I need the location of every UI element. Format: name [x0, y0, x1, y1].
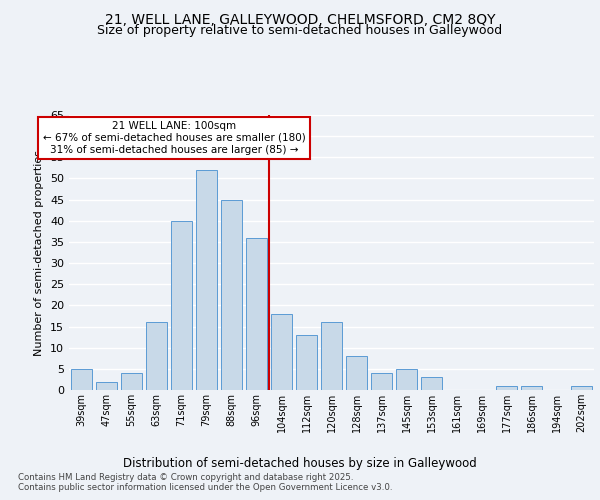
- Bar: [271, 314, 292, 390]
- Bar: [296, 335, 317, 390]
- Text: Contains public sector information licensed under the Open Government Licence v3: Contains public sector information licen…: [18, 482, 392, 492]
- Bar: [146, 322, 167, 390]
- Text: Contains HM Land Registry data © Crown copyright and database right 2025.: Contains HM Land Registry data © Crown c…: [18, 472, 353, 482]
- Text: 21, WELL LANE, GALLEYWOOD, CHELMSFORD, CM2 8QY: 21, WELL LANE, GALLEYWOOD, CHELMSFORD, C…: [105, 12, 495, 26]
- Bar: [421, 378, 442, 390]
- Bar: [96, 382, 117, 390]
- Bar: [121, 373, 142, 390]
- Text: Distribution of semi-detached houses by size in Galleywood: Distribution of semi-detached houses by …: [123, 458, 477, 470]
- Bar: [246, 238, 267, 390]
- Bar: [371, 373, 392, 390]
- Bar: [321, 322, 342, 390]
- Bar: [221, 200, 242, 390]
- Bar: [496, 386, 517, 390]
- Bar: [171, 221, 192, 390]
- Y-axis label: Number of semi-detached properties: Number of semi-detached properties: [34, 150, 44, 356]
- Bar: [571, 386, 592, 390]
- Bar: [196, 170, 217, 390]
- Bar: [71, 369, 92, 390]
- Text: Size of property relative to semi-detached houses in Galleywood: Size of property relative to semi-detach…: [97, 24, 503, 37]
- Bar: [346, 356, 367, 390]
- Bar: [521, 386, 542, 390]
- Bar: [396, 369, 417, 390]
- Text: 21 WELL LANE: 100sqm
← 67% of semi-detached houses are smaller (180)
31% of semi: 21 WELL LANE: 100sqm ← 67% of semi-detac…: [43, 122, 305, 154]
